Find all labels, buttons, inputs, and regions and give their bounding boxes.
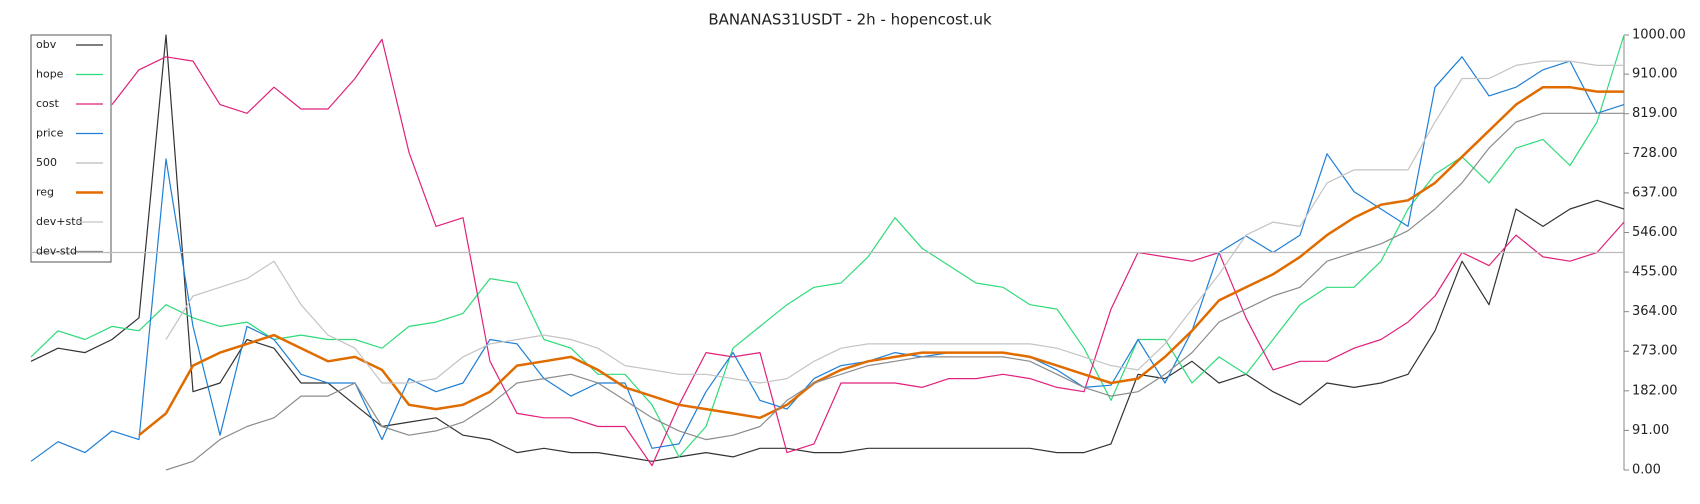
y-tick-label: 819.00 (1632, 106, 1678, 121)
series-line (30, 56, 1625, 462)
legend-label: hope (36, 68, 64, 81)
legend-label: 500 (36, 156, 57, 169)
y-tick-label: 910.00 (1632, 67, 1678, 82)
y-tick-label: 273.00 (1632, 344, 1678, 359)
legend-label: price (36, 127, 64, 140)
legend-label: dev+std (36, 215, 83, 228)
y-tick-label: 1000.00 (1632, 28, 1686, 43)
series-line (30, 34, 1625, 458)
series-line (165, 112, 1624, 471)
y-tick-label: 0.00 (1632, 463, 1661, 478)
y-tick-label: 637.00 (1632, 185, 1678, 200)
series-line (111, 38, 1625, 467)
y-tick-label: 91.00 (1632, 423, 1669, 438)
series-line (138, 85, 1624, 437)
legend-label: cost (36, 97, 60, 110)
chart-title: BANANAS31USDT - 2h - hopencost.uk (708, 11, 992, 29)
legend-box (30, 34, 112, 263)
y-tick-label: 455.00 (1632, 265, 1678, 280)
y-tick-label: 546.00 (1632, 225, 1678, 240)
y-tick-label: 182.00 (1632, 383, 1678, 398)
series-line (30, 34, 1625, 462)
y-tick-label: 728.00 (1632, 146, 1678, 161)
legend-label: obv (36, 38, 57, 51)
legend-label: reg (36, 186, 54, 199)
legend-label: dev-std (36, 245, 77, 258)
y-tick-label: 364.00 (1632, 304, 1678, 319)
series-line (165, 60, 1624, 384)
